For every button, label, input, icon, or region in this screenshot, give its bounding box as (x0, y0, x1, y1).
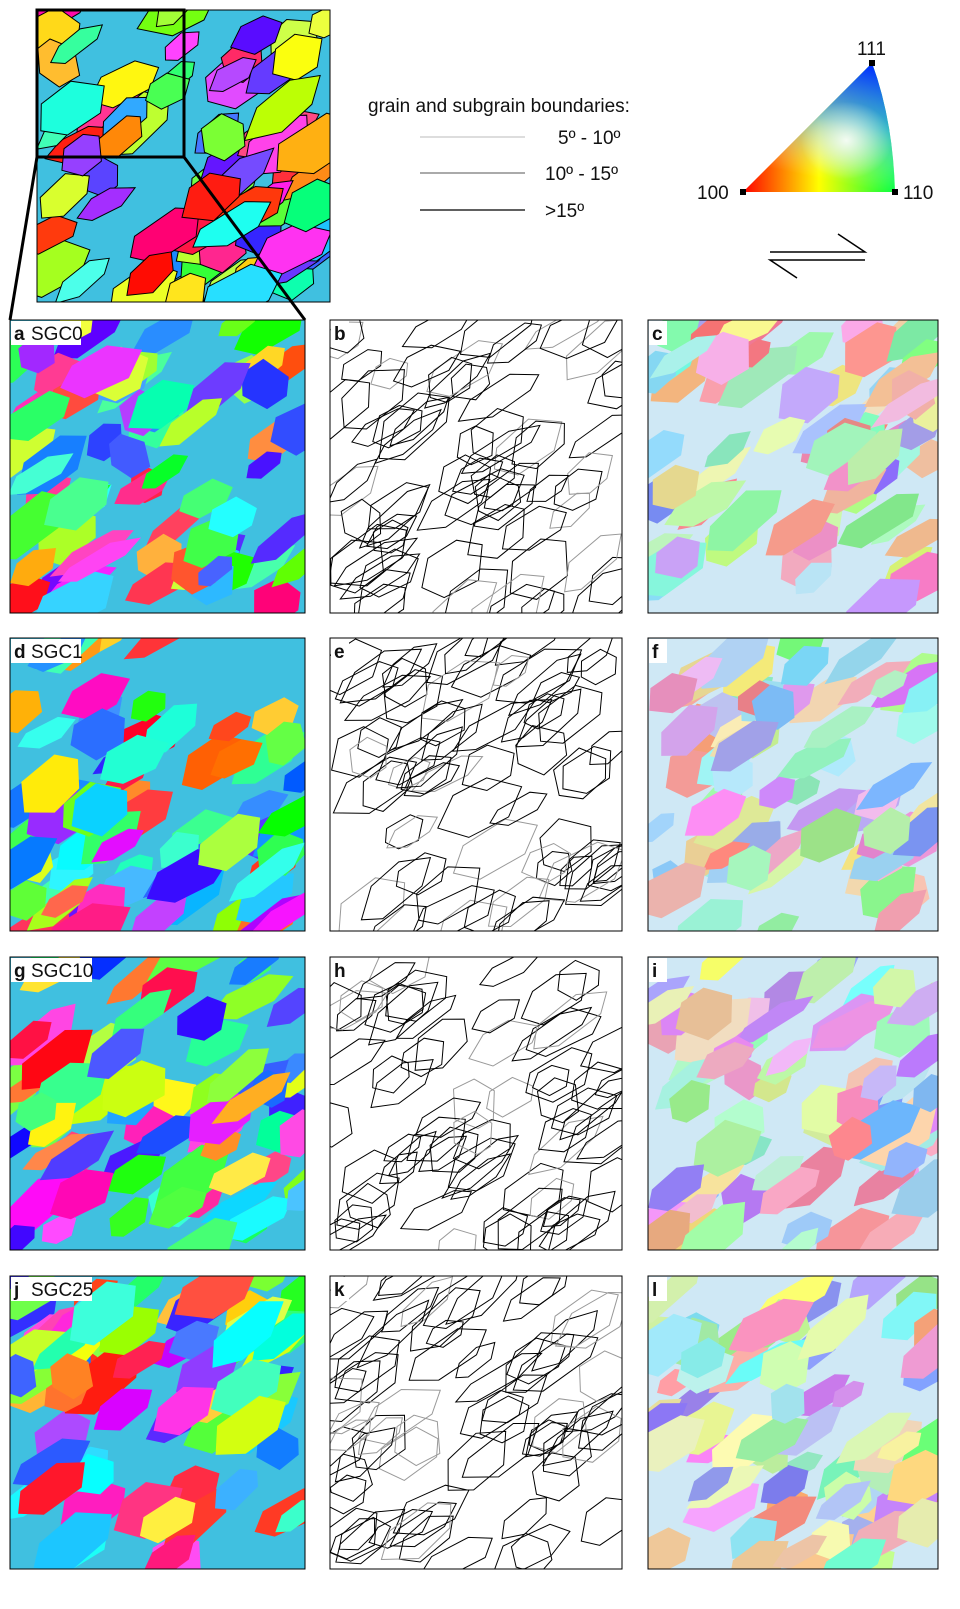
panel-letter: l (652, 1280, 657, 1301)
map-bg (330, 1276, 622, 1569)
shear-arrow (770, 234, 865, 252)
grain (634, 1527, 691, 1577)
panel-letter: j (13, 1280, 19, 1301)
map-content (611, 297, 960, 640)
panel: c (611, 297, 960, 640)
panel-letter: c (652, 324, 663, 345)
map-content (0, 611, 344, 961)
panel-name: SGC10 (31, 961, 93, 982)
legend-label: 5º - 10º (558, 128, 621, 149)
panel-letter: g (14, 961, 26, 982)
ipf-corner (869, 60, 875, 66)
panel-letter: k (334, 1280, 345, 1301)
panel-name: SGC25 (31, 1280, 93, 1301)
panel-letter: b (334, 324, 346, 345)
panel-letter: e (334, 642, 345, 663)
panel-letter: i (652, 961, 657, 982)
legend-label: 10º - 15º (545, 164, 618, 185)
ipf-corner (740, 189, 746, 195)
ipf-label: 100 (697, 183, 729, 204)
panel: i (607, 936, 960, 1267)
grain (309, 4, 350, 38)
panel-name: SGC0 (31, 324, 83, 345)
panel-letter: f (652, 642, 659, 663)
panel: b (306, 299, 655, 638)
legend-label: >15º (545, 201, 584, 222)
map-content (316, 616, 650, 953)
map-content (0, 1259, 333, 1585)
map-content (0, 932, 326, 1278)
map-content (301, 945, 660, 1265)
panel: f (634, 621, 960, 957)
map-content (306, 299, 655, 638)
panel: j SGC25 (0, 1259, 333, 1585)
panel-letter: a (14, 324, 25, 345)
ipf-corner (892, 189, 898, 195)
map-content (0, 303, 332, 631)
ipf-key (743, 63, 895, 192)
map-bg (330, 638, 622, 931)
grain (0, 1225, 34, 1257)
map-bg (330, 957, 622, 1250)
panel: e (316, 616, 650, 953)
panel: k (291, 1257, 654, 1581)
panel-letter: d (14, 642, 26, 663)
map-content (607, 936, 960, 1267)
panel: l (614, 1247, 960, 1590)
ipf-label: 110 (903, 183, 933, 204)
panel: h (301, 945, 660, 1265)
panel-name: SGC1 (31, 642, 83, 663)
map-content (634, 621, 960, 957)
panel-letter: h (334, 961, 346, 982)
legend-title: grain and subgrain boundaries: (368, 96, 630, 117)
zoom-line (10, 157, 37, 320)
map-content (291, 1257, 654, 1581)
shear-arrow (770, 260, 865, 278)
panel: a SGC0 (0, 303, 332, 631)
ipf-label: 111 (857, 39, 886, 60)
